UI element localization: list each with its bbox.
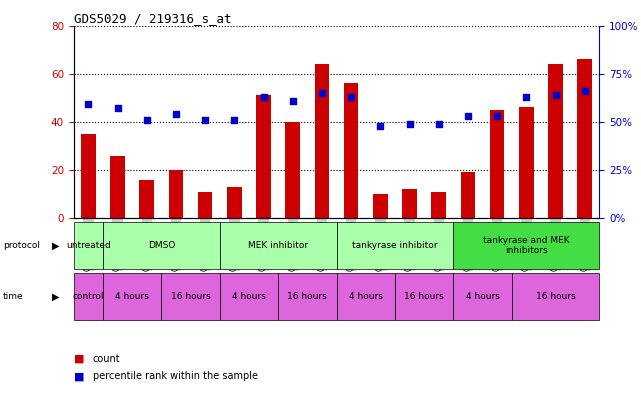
Bar	[103, 273, 162, 320]
Text: ■: ■	[74, 354, 84, 364]
Point	[83, 101, 94, 108]
Point	[229, 117, 240, 123]
Text: 4 hours: 4 hours	[465, 292, 499, 301]
Point	[317, 90, 327, 96]
Bar	[490, 110, 504, 218]
Point	[463, 113, 473, 119]
Bar	[227, 187, 242, 218]
Bar	[103, 222, 220, 269]
Text: tankyrase and MEK
inhibitors: tankyrase and MEK inhibitors	[483, 236, 570, 255]
Bar	[453, 222, 599, 269]
Bar	[337, 273, 395, 320]
Text: 4 hours: 4 hours	[232, 292, 266, 301]
Bar	[220, 222, 337, 269]
Text: protocol: protocol	[3, 241, 40, 250]
Bar	[315, 64, 329, 218]
Bar	[453, 273, 512, 320]
Bar	[110, 156, 125, 218]
Bar	[344, 83, 358, 218]
Bar	[220, 273, 278, 320]
Text: ■: ■	[74, 371, 84, 381]
Text: time: time	[3, 292, 24, 301]
Point	[171, 111, 181, 117]
Bar	[431, 192, 446, 218]
Bar	[548, 64, 563, 218]
Point	[288, 97, 298, 104]
Bar	[578, 59, 592, 218]
Bar	[337, 222, 453, 269]
Point	[551, 92, 561, 98]
Bar	[519, 107, 533, 218]
Point	[258, 94, 269, 100]
Point	[142, 117, 152, 123]
Text: ▶: ▶	[52, 292, 60, 302]
Point	[433, 121, 444, 127]
Text: control: control	[72, 292, 104, 301]
Text: tankyrase inhibitor: tankyrase inhibitor	[352, 241, 438, 250]
Text: 16 hours: 16 hours	[171, 292, 210, 301]
Bar	[512, 273, 599, 320]
Text: DMSO: DMSO	[147, 241, 175, 250]
Text: GDS5029 / 219316_s_at: GDS5029 / 219316_s_at	[74, 12, 231, 25]
Text: 16 hours: 16 hours	[287, 292, 327, 301]
Bar	[74, 222, 103, 269]
Text: untreated: untreated	[66, 241, 111, 250]
Bar	[373, 194, 388, 218]
Bar	[285, 122, 300, 218]
Point	[521, 94, 531, 100]
Bar	[81, 134, 96, 218]
Point	[346, 94, 356, 100]
Point	[200, 117, 210, 123]
Bar	[461, 173, 475, 218]
Bar	[140, 180, 154, 218]
Text: ▶: ▶	[52, 241, 60, 251]
Bar	[198, 192, 212, 218]
Bar	[256, 95, 271, 218]
Text: 4 hours: 4 hours	[349, 292, 383, 301]
Text: 16 hours: 16 hours	[404, 292, 444, 301]
Text: MEK inhibitor: MEK inhibitor	[248, 241, 308, 250]
Point	[404, 121, 415, 127]
Bar	[278, 273, 337, 320]
Bar	[169, 170, 183, 218]
Bar	[403, 189, 417, 218]
Text: percentile rank within the sample: percentile rank within the sample	[93, 371, 258, 381]
Bar	[74, 273, 103, 320]
Text: count: count	[93, 354, 121, 364]
Point	[492, 113, 503, 119]
Point	[579, 88, 590, 94]
Point	[375, 123, 385, 129]
Text: 4 hours: 4 hours	[115, 292, 149, 301]
Text: 16 hours: 16 hours	[536, 292, 576, 301]
Bar	[395, 273, 453, 320]
Point	[112, 105, 122, 112]
Bar	[162, 273, 220, 320]
